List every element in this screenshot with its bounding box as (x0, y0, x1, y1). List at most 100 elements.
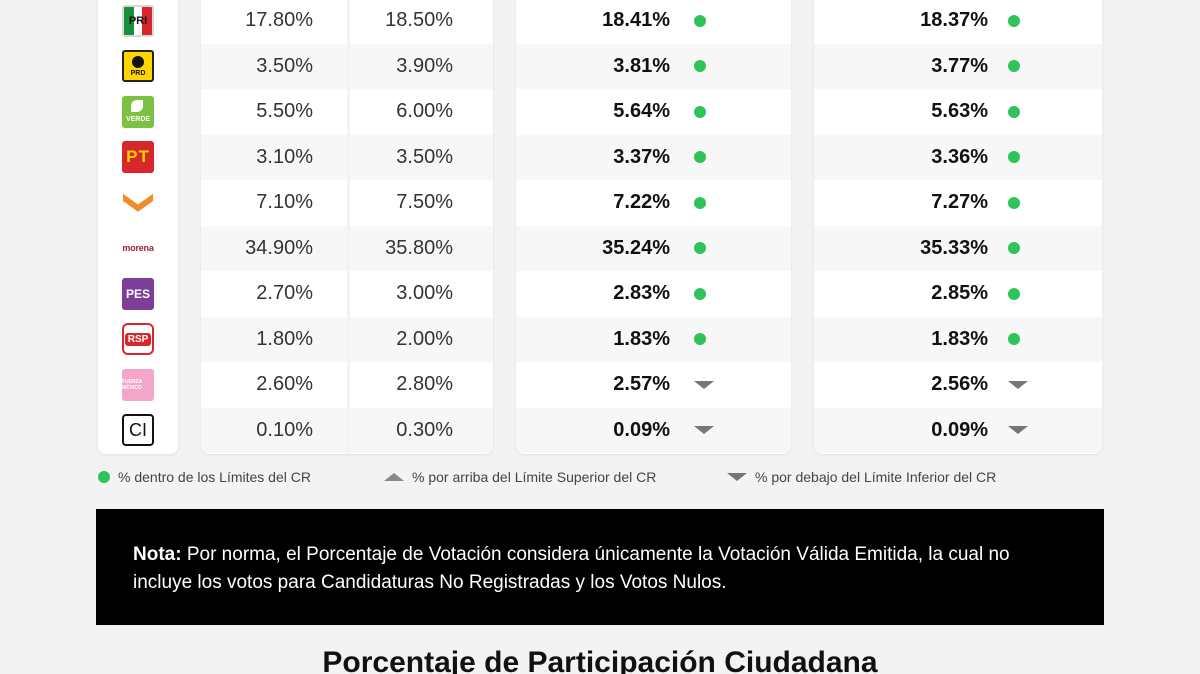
estimate-value: 5.63% (931, 100, 988, 123)
table-row: 18.37% (814, 0, 1102, 44)
estimate-value: 1.83% (931, 327, 988, 350)
green-dot-icon (1008, 151, 1020, 164)
lower-limit: 0.10% (256, 418, 313, 441)
green-dot-icon (1008, 333, 1020, 346)
green-dot-icon (1008, 14, 1020, 27)
estimate-value: 3.77% (931, 54, 988, 77)
logo-text: RSP (124, 332, 152, 346)
green-dot-icon (694, 14, 706, 27)
estimate-value: 1.83% (613, 327, 670, 350)
estimate-value: 7.22% (613, 191, 670, 214)
green-dot-icon (694, 60, 706, 73)
party-logo-morena: morena (118, 232, 158, 264)
table-row: RSP (98, 317, 178, 363)
estimate-value: 2.83% (613, 282, 670, 305)
table-row: 0.09% (516, 407, 791, 453)
party-logo-pri: PRI (122, 4, 154, 37)
table-row: FUERZA MÉXICO (98, 362, 178, 408)
table-row: PRD (98, 44, 178, 90)
green-dot-icon (1008, 105, 1020, 118)
table-row: 0.09% (814, 407, 1102, 453)
range-divider (347, 0, 350, 454)
green-dot-icon (694, 151, 706, 164)
green-dot-icon (1008, 196, 1020, 209)
triangle-down-icon (1008, 380, 1028, 389)
green-dot-icon (98, 471, 110, 483)
table-row: morena (98, 226, 178, 272)
logo-text: CI (129, 419, 147, 440)
logo-text: PRI (128, 14, 148, 27)
table-row: 18.41% (516, 0, 791, 44)
party-logo-pvem: VERDE (122, 95, 154, 128)
note-box: Nota: Por norma, el Porcentaje de Votaci… (96, 509, 1104, 625)
legend-within-label: % dentro de los Límites del CR (118, 469, 311, 485)
party-logo-fxm: FUERZA MÉXICO (122, 368, 154, 401)
estimate-value: 2.57% (613, 373, 670, 396)
logo-text: morena (122, 243, 154, 254)
confidence-range-column: 17.80% 18.50% 3.50% 3.90% 5.50% 6.00% 3.10% 3.5… (201, 0, 493, 454)
legend-above: % por arriba del Límite Superior del CR (384, 469, 656, 485)
upper-limit: 18.50% (385, 9, 453, 32)
table-row (98, 180, 178, 226)
upper-limit: 0.30% (396, 418, 453, 441)
table-row: PES (98, 271, 178, 317)
green-dot-icon (694, 333, 706, 346)
party-logo-column: PRI PRD VERDE PT morena PES RSP FUERZA MÉXICO CI (98, 0, 178, 454)
triangle-up-icon (384, 473, 404, 481)
estimate-value: 35.33% (920, 236, 988, 259)
table-row: 1.83% (814, 316, 1102, 362)
upper-limit: 3.00% (396, 282, 453, 305)
lower-limit: 34.90% (245, 236, 313, 259)
estimate-value: 5.64% (613, 100, 670, 123)
table-row: PRI (98, 0, 178, 44)
logo-text: PES (125, 286, 150, 301)
upper-limit: 2.80% (396, 373, 453, 396)
estimate-value: 2.85% (931, 282, 988, 305)
lower-limit: 3.50% (256, 54, 313, 77)
legend-above-label: % por arriba del Límite Superior del CR (412, 469, 657, 485)
table-row: 2.70% 3.00% (201, 271, 493, 317)
logo-text: PRD (130, 69, 146, 77)
logo-text: PT (126, 147, 150, 167)
upper-limit: 35.80% (385, 236, 453, 259)
upper-limit: 3.50% (396, 145, 453, 168)
lower-limit: 1.80% (256, 327, 313, 350)
logo-text: VERDE (125, 116, 151, 124)
lower-limit: 17.80% (245, 9, 313, 32)
triangle-down-icon (1008, 426, 1028, 435)
table-row: 3.81% (516, 43, 791, 89)
party-logo-prd: PRD (122, 50, 154, 83)
table-row: 3.77% (814, 43, 1102, 89)
green-dot-icon (694, 287, 706, 300)
lower-limit: 3.10% (256, 145, 313, 168)
party-logo-pes: PES (122, 277, 154, 310)
estimate-value: 18.37% (920, 9, 988, 32)
lower-limit: 7.10% (256, 191, 313, 214)
note-text: Por norma, el Porcentaje de Votación con… (133, 544, 1010, 593)
table-row: 2.57% (516, 362, 791, 408)
estimate-value: 3.37% (613, 145, 670, 168)
estimate-value: 3.36% (931, 145, 988, 168)
legend-below-label: % por debajo del Límite Inferior del CR (755, 469, 997, 485)
party-logo-mc (122, 186, 154, 219)
table-row: CI (98, 408, 178, 454)
lower-limit: 2.60% (256, 373, 313, 396)
estimate-value: 7.27% (931, 191, 988, 214)
triangle-down-icon (727, 473, 747, 481)
table-row: 5.50% 6.00% (201, 89, 493, 135)
lower-limit: 5.50% (256, 100, 313, 123)
estimate-value: 0.09% (931, 418, 988, 441)
party-logo-ci: CI (122, 414, 154, 447)
table-row: 17.80% 18.50% (201, 0, 493, 44)
section-title: Porcentaje de Participación Ciudadana (322, 646, 878, 674)
table-row: 7.27% (814, 180, 1102, 226)
table-row: PT (98, 135, 178, 181)
estimate-value: 35.24% (602, 236, 670, 259)
estimate-column-1: 18.41% 3.81% 5.64% 3.37% 7.22% 35.24% 2.83% 1.8… (516, 0, 791, 454)
upper-limit: 3.90% (396, 54, 453, 77)
estimate-value: 0.09% (613, 418, 670, 441)
table-row: 5.64% (516, 89, 791, 135)
table-row: 7.22% (516, 180, 791, 226)
table-row: 7.10% 7.50% (201, 180, 493, 226)
table-row: 2.60% 2.80% (201, 362, 493, 408)
